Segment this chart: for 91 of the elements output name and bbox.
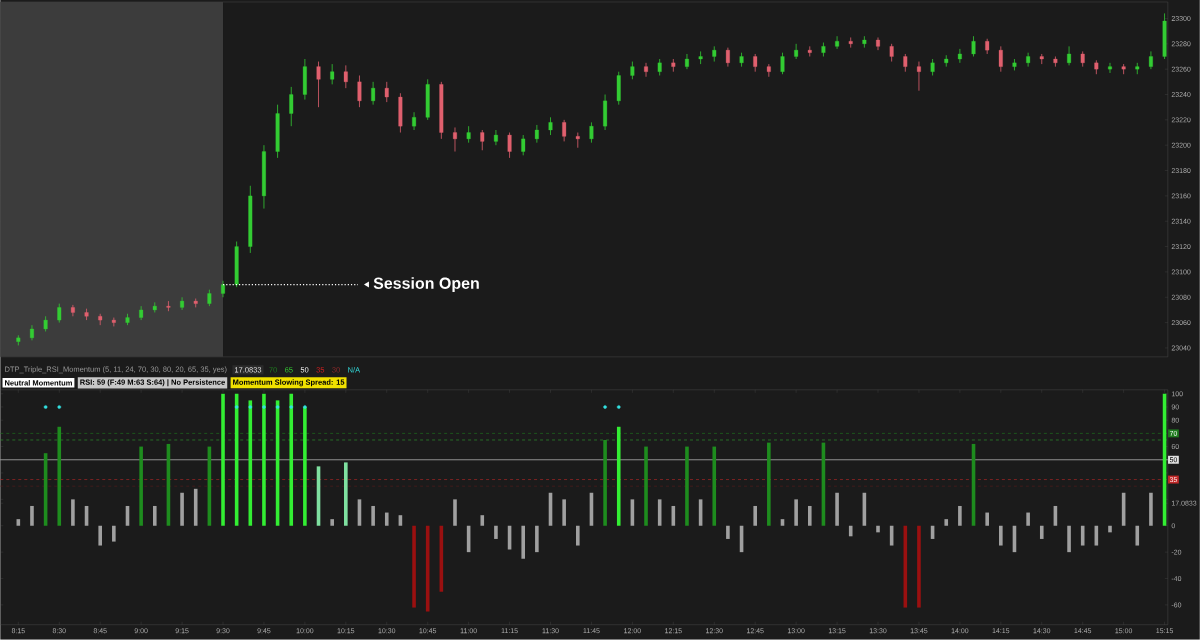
bar — [344, 462, 348, 526]
bar — [616, 426, 621, 526]
bar — [1026, 512, 1030, 526]
bar — [562, 499, 566, 526]
candlestick — [139, 305, 144, 321]
bar — [1149, 492, 1153, 526]
candlestick — [1026, 52, 1031, 68]
bar — [685, 446, 689, 526]
candlestick — [289, 86, 294, 127]
bar — [944, 519, 949, 526]
bar — [289, 393, 294, 526]
bar — [794, 499, 798, 526]
candlestick — [493, 129, 498, 146]
candlestick — [453, 127, 457, 153]
candlestick — [1108, 62, 1112, 74]
bar — [985, 512, 989, 526]
candlestick — [507, 132, 512, 159]
candlestick — [794, 43, 799, 60]
bar — [521, 525, 526, 559]
candlestick — [685, 53, 689, 70]
candlestick — [725, 47, 730, 68]
bar — [330, 519, 334, 526]
bar — [412, 525, 416, 608]
bar — [576, 525, 580, 546]
candlestick — [343, 65, 348, 89]
bar — [384, 512, 389, 526]
bar — [57, 426, 62, 526]
candlestick — [180, 297, 185, 311]
bar — [807, 506, 812, 526]
candlestick — [1148, 51, 1153, 70]
annotation: Session Open — [373, 277, 479, 293]
bar — [999, 525, 1003, 546]
bar — [221, 393, 225, 526]
bar — [1080, 525, 1085, 546]
candlestick — [412, 111, 417, 131]
candlestick — [589, 122, 594, 144]
candlestick — [835, 35, 840, 50]
candlestick — [562, 119, 567, 142]
bar — [1067, 525, 1071, 553]
bar — [112, 525, 116, 542]
bar — [139, 446, 143, 526]
candlestick — [480, 129, 485, 151]
candlestick — [876, 37, 880, 51]
bar — [453, 499, 457, 526]
candlestick — [780, 52, 785, 75]
candlestick — [221, 280, 225, 298]
candlestick — [384, 81, 389, 103]
bar — [712, 446, 717, 526]
bar — [535, 525, 539, 553]
candlestick — [998, 46, 1003, 73]
bar — [180, 492, 184, 526]
bar — [1039, 525, 1044, 540]
candlestick — [316, 61, 321, 108]
bar — [767, 442, 771, 526]
bar — [71, 499, 75, 526]
bar — [371, 506, 375, 526]
bar — [848, 525, 853, 537]
bar — [303, 407, 307, 526]
bar — [958, 506, 962, 526]
candlestick — [70, 304, 75, 317]
candlestick — [371, 81, 376, 106]
bar — [917, 525, 921, 608]
bar — [835, 492, 839, 526]
candlestick — [957, 48, 962, 64]
candlestick — [848, 37, 853, 49]
bar — [603, 440, 607, 526]
candlestick — [575, 132, 580, 149]
candlestick — [330, 63, 335, 85]
candlestick — [971, 35, 976, 58]
bar — [193, 488, 198, 526]
bar — [480, 515, 485, 526]
bar — [876, 525, 880, 533]
bar — [644, 446, 648, 526]
candlestick — [917, 61, 921, 92]
candlestick — [1067, 46, 1072, 66]
bar — [726, 525, 730, 540]
candlestick — [698, 51, 703, 65]
bar — [1135, 525, 1140, 546]
bar — [30, 506, 34, 526]
bar — [98, 525, 102, 546]
bar — [753, 506, 757, 526]
candlestick — [521, 134, 526, 156]
candlestick — [644, 62, 648, 78]
bar — [262, 393, 266, 526]
candlestick — [357, 75, 362, 108]
bar — [425, 525, 430, 612]
candlestick — [57, 303, 62, 324]
candlestick — [534, 124, 539, 144]
bar — [152, 506, 157, 526]
bar — [494, 525, 498, 540]
bar — [1108, 525, 1112, 533]
